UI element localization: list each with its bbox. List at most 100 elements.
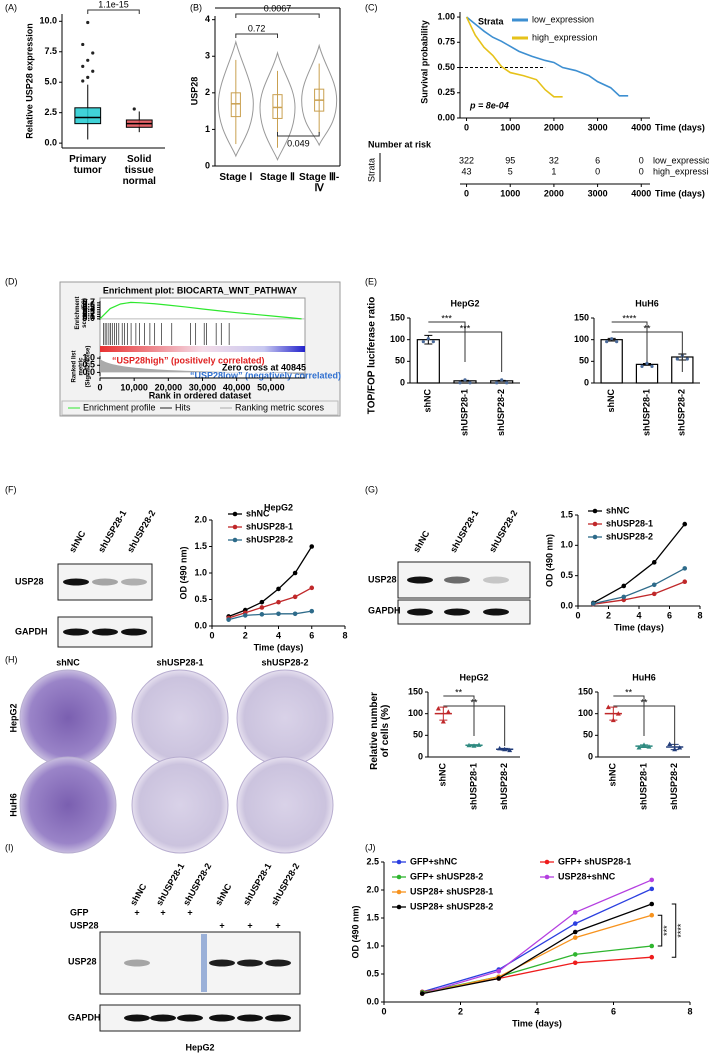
point-marker [426, 337, 430, 341]
outlier [81, 64, 85, 68]
x-tick-label: shUSP28-2 [669, 763, 679, 810]
legend-label: shUSP28-2 [246, 534, 293, 544]
blot-band [121, 578, 147, 586]
point [259, 605, 265, 610]
x-tick-label: shNC [608, 763, 618, 787]
blot-band [209, 1014, 235, 1022]
column-label: shUSP28-1 [156, 657, 203, 667]
y-axis-label: Enrichment score (ES) [75, 296, 88, 330]
panel-label: (G) [365, 484, 378, 494]
risk-count: 5 [508, 166, 513, 176]
row-label: USP28 [68, 956, 97, 966]
significance-label: *** [460, 323, 471, 333]
blot-band [177, 1014, 203, 1022]
caption: HepG2 [185, 1042, 214, 1052]
legend-label: GFP+ shUSP28-2 [410, 871, 483, 881]
x-axis-label: Time (days) [655, 122, 705, 132]
y-axis-label: TOP/FOP luciferase ratio [366, 296, 378, 415]
y-tick-label: 0 [584, 377, 589, 387]
panel-label: (D) [5, 276, 18, 286]
point [242, 613, 248, 618]
x-tick-label: shUSP28-1 [638, 763, 648, 810]
x-tick-label: 0 [381, 1006, 386, 1016]
risk-count: 1 [551, 166, 556, 176]
condition-label: USP28 [70, 920, 99, 930]
risk-count: 322 [459, 155, 474, 165]
significance-label: ** [470, 697, 478, 707]
blot-band [444, 608, 470, 616]
significance-label: ** [640, 697, 648, 707]
point [445, 709, 451, 714]
point [572, 952, 578, 957]
legend-label: Ranking metric scores [235, 402, 325, 412]
point [615, 711, 621, 716]
x-tick-label: shUSP28-1 [641, 389, 651, 436]
blot-band [407, 576, 433, 584]
point-marker [640, 364, 644, 368]
x-tick-label: 3000 [588, 122, 608, 132]
gsea-title: Enrichment plot: BIOCARTA_WNT_PATHWAY [103, 285, 297, 295]
x-tick-label: 10,000 [120, 382, 148, 392]
blot-band [124, 959, 150, 967]
significance-bracket [613, 695, 645, 736]
legend-label: USP28+ shUSP28-2 [410, 901, 493, 911]
blot-band [92, 578, 118, 586]
series-line [422, 888, 653, 993]
outlier [86, 58, 90, 62]
significance-label: *** [662, 925, 672, 936]
chart-title: HepG2 [459, 672, 488, 682]
legend-marker [232, 511, 238, 517]
point [471, 743, 477, 748]
y-tick-label: 1.0 [560, 540, 573, 550]
row-label: GAPDH [15, 626, 48, 636]
significance-bracket [611, 321, 648, 362]
legend-label: low_expression [532, 14, 594, 24]
y-axis-label: OD (490 nm) [544, 534, 554, 587]
point [292, 570, 298, 576]
positive-label: “USP28high” (positively correlated) [112, 355, 265, 365]
lane-label: shNC [411, 528, 432, 554]
point [276, 586, 281, 592]
blot-band [92, 628, 118, 636]
y-axis-label: Relative USP28 expression [24, 23, 34, 139]
y-tick-label: 2.5 [44, 107, 57, 117]
lane-label: shUSP28-2 [487, 508, 519, 554]
x-tick-label: 20,000 [155, 382, 183, 392]
y-axis-label: OD (490 nm) [178, 546, 188, 599]
outlier [86, 20, 90, 25]
point-marker [463, 378, 467, 382]
y-tick-label: 0.0 [366, 996, 379, 1006]
colony-plate [19, 669, 117, 767]
row-label: HuH6 [8, 793, 18, 817]
chart-title: HuH6 [635, 298, 659, 308]
point-marker [610, 337, 614, 341]
x-tick-label: 2 [243, 630, 248, 640]
negative-label: “USP28low” (negatively correlated) [190, 370, 341, 380]
y-axis-label: OD (490 nm) [350, 905, 360, 958]
y-tick-label: 2.5 [366, 856, 379, 866]
lane-label: shUSP28-1 [448, 508, 480, 554]
legend-label: GFP+ shUSP28-1 [558, 856, 631, 866]
point [309, 544, 315, 549]
x-tick-label: 0 [97, 382, 102, 392]
point [682, 521, 688, 527]
series-line [228, 610, 312, 621]
legend-label: shNC [606, 505, 630, 515]
legend-marker [544, 859, 550, 865]
y-tick-label: 1.5 [366, 912, 379, 922]
lane-label: shNC [128, 881, 149, 907]
significance-bracket [671, 903, 677, 958]
point [649, 954, 655, 960]
x-tick-label: 2000 [544, 188, 564, 198]
violin [259, 50, 296, 162]
blot-band [265, 959, 291, 967]
point [672, 746, 678, 752]
y-tick-label: 0.4 [82, 304, 95, 314]
point [677, 744, 683, 750]
x-axis-label: Time (days) [254, 642, 304, 652]
legend-label: USP28+shNC [558, 871, 616, 881]
y-tick-label: 1.0 [366, 940, 379, 950]
risk-count: 43 [462, 166, 472, 176]
x-axis-label: Time (days) [614, 622, 664, 632]
